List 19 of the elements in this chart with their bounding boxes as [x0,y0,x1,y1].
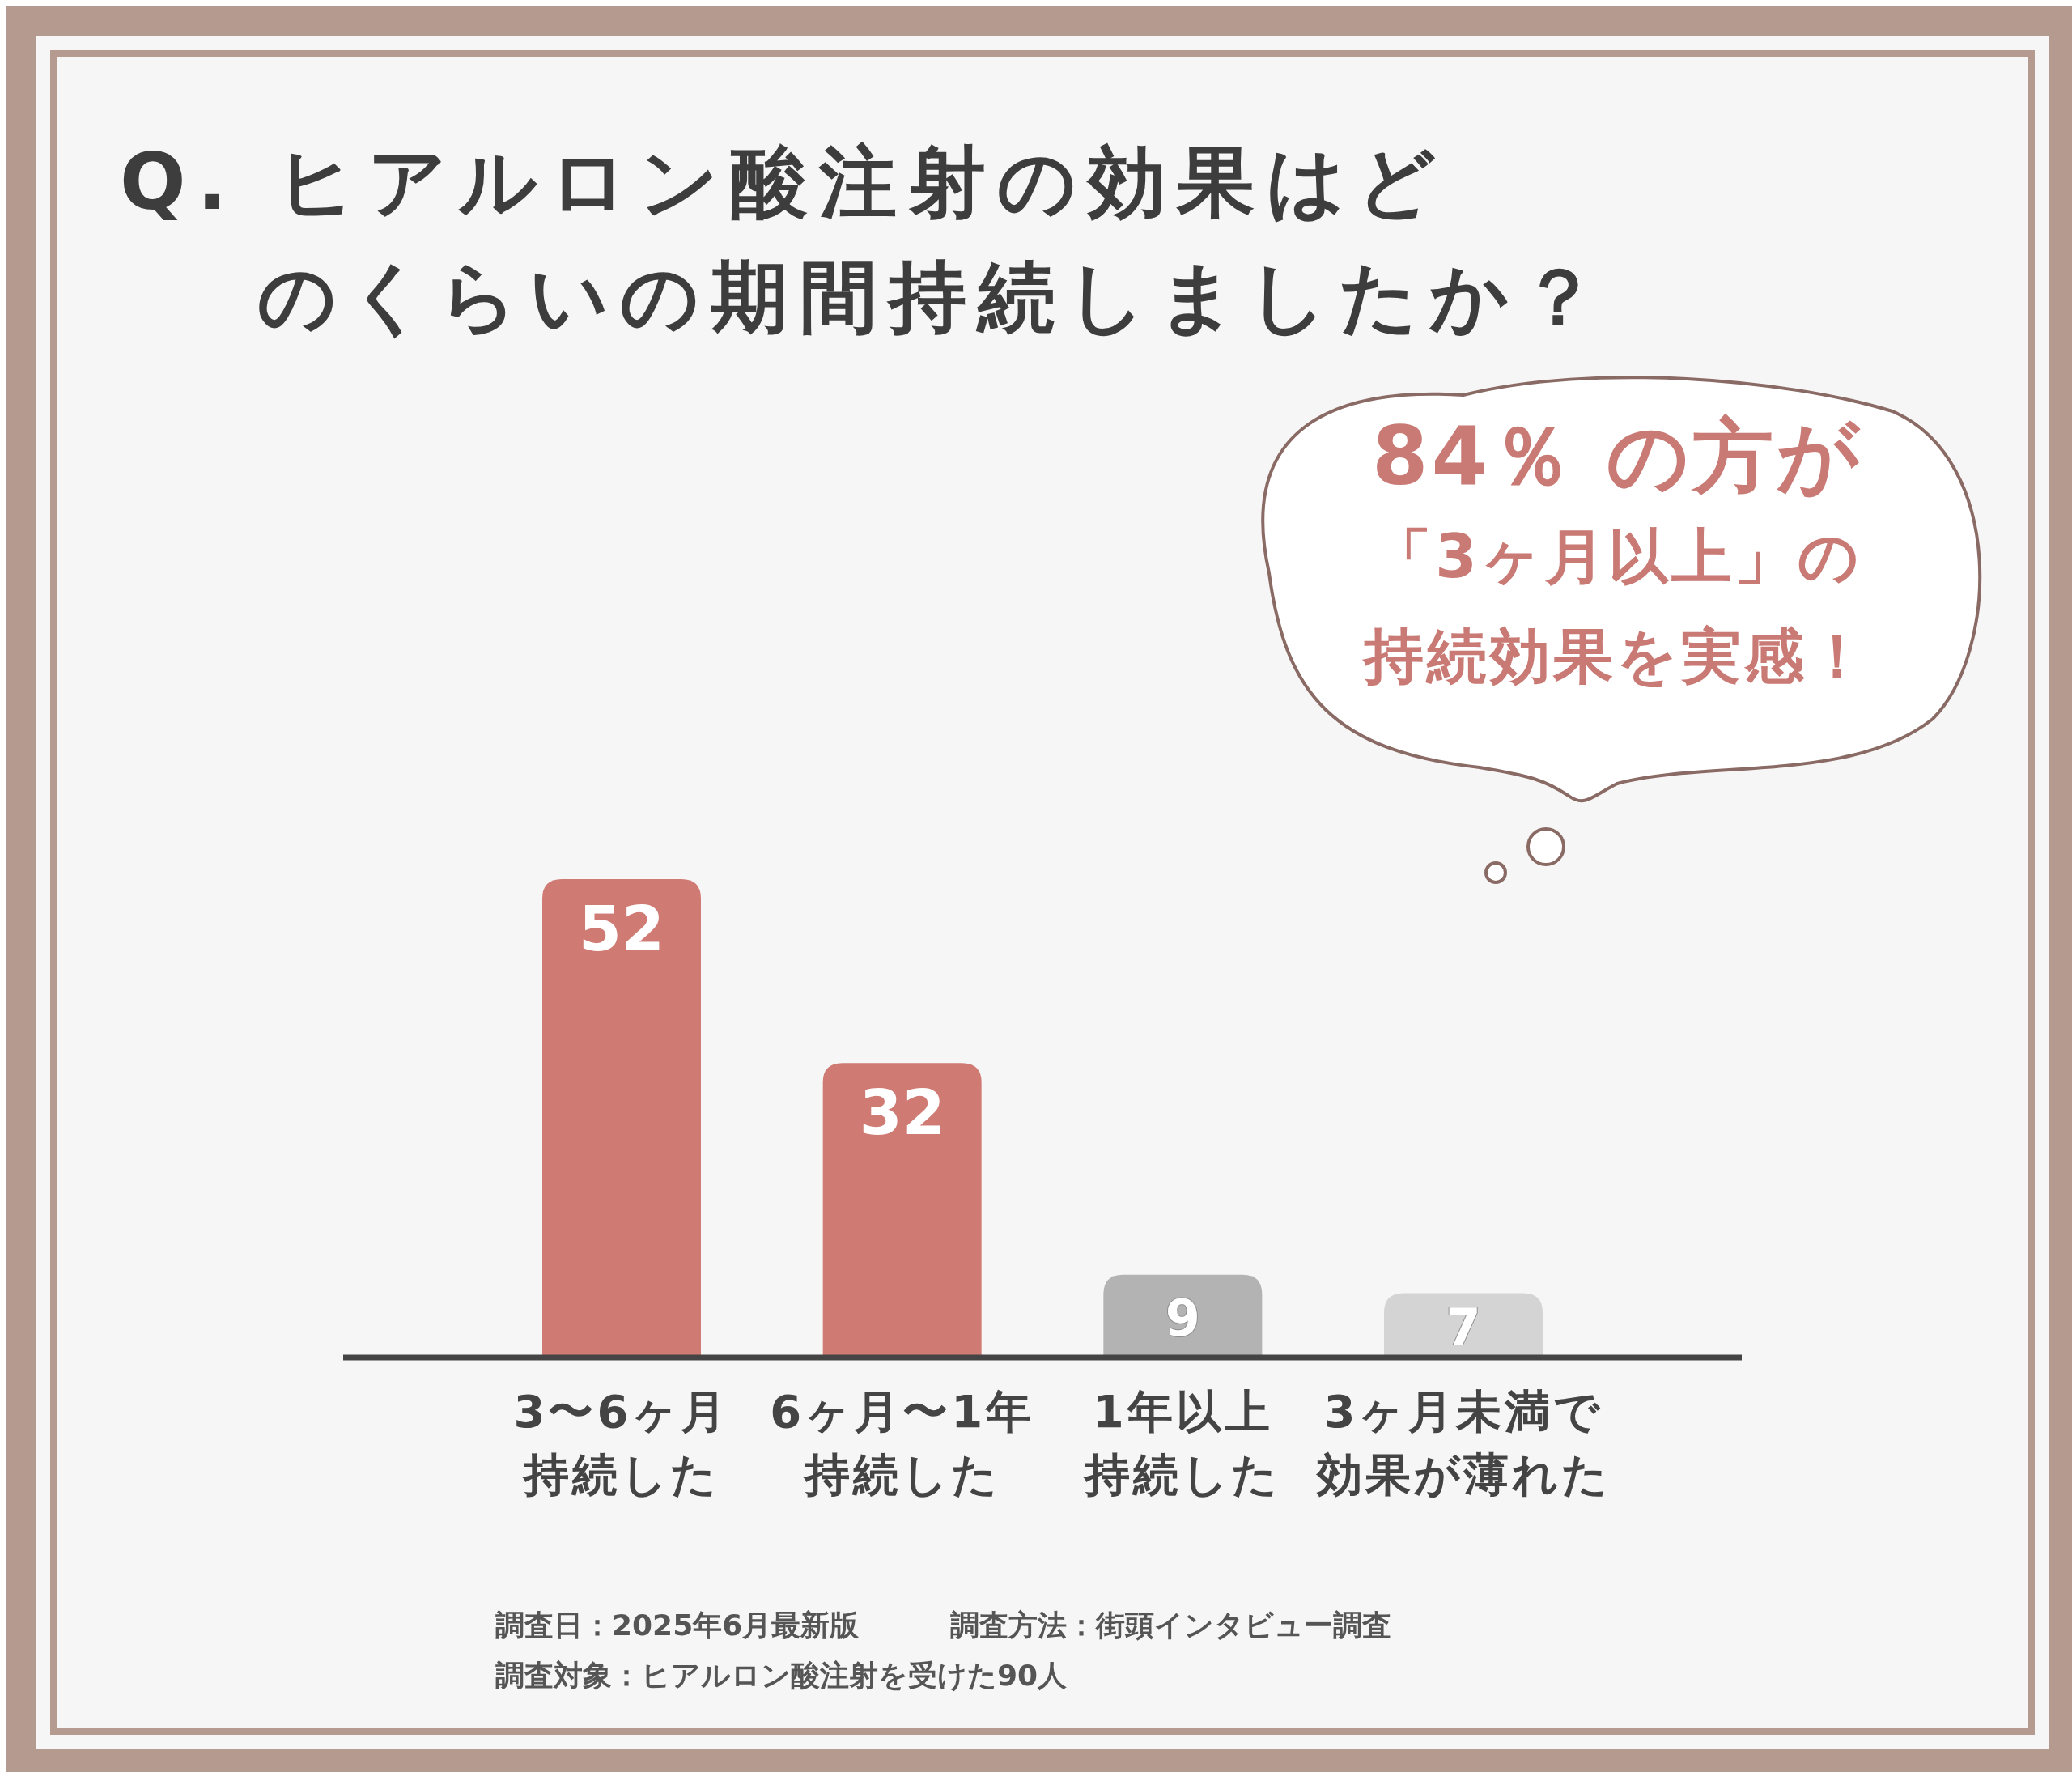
bar [542,879,701,1358]
x-tick-label: 6ヶ月〜1年持続した [770,1385,1035,1501]
x-tick-label: 1年以上持続した [1083,1385,1281,1501]
data-label: 52 [579,893,664,965]
data-label: 9 [1165,1288,1200,1348]
bar [822,1063,982,1358]
text: 調査対象：ヒアルロン酸注射を受けた90人 [495,1659,1068,1692]
text: 持続効果を実感！ [1361,621,1870,691]
text: 調査方法：街頭インタビュー調査 [950,1608,1391,1642]
data-label: 32 [859,1077,945,1149]
data-label: 7 [1446,1298,1481,1358]
x-tick-label: 3ヶ月未満で効果が薄れた [1314,1385,1611,1501]
text: 84％ の方が [1372,409,1862,504]
bar [1384,1293,1543,1358]
chart-title: Q. ヒアルロン酸注射の効果はどのくらいの期間持続しましたか？ [120,137,1609,342]
bar [1103,1274,1263,1358]
text: 調査日：2025年6月最新版 [495,1608,860,1642]
text: 「3ヶ月以上」の [1372,521,1862,591]
x-tick-label: 3〜6ヶ月持続した [513,1385,730,1501]
